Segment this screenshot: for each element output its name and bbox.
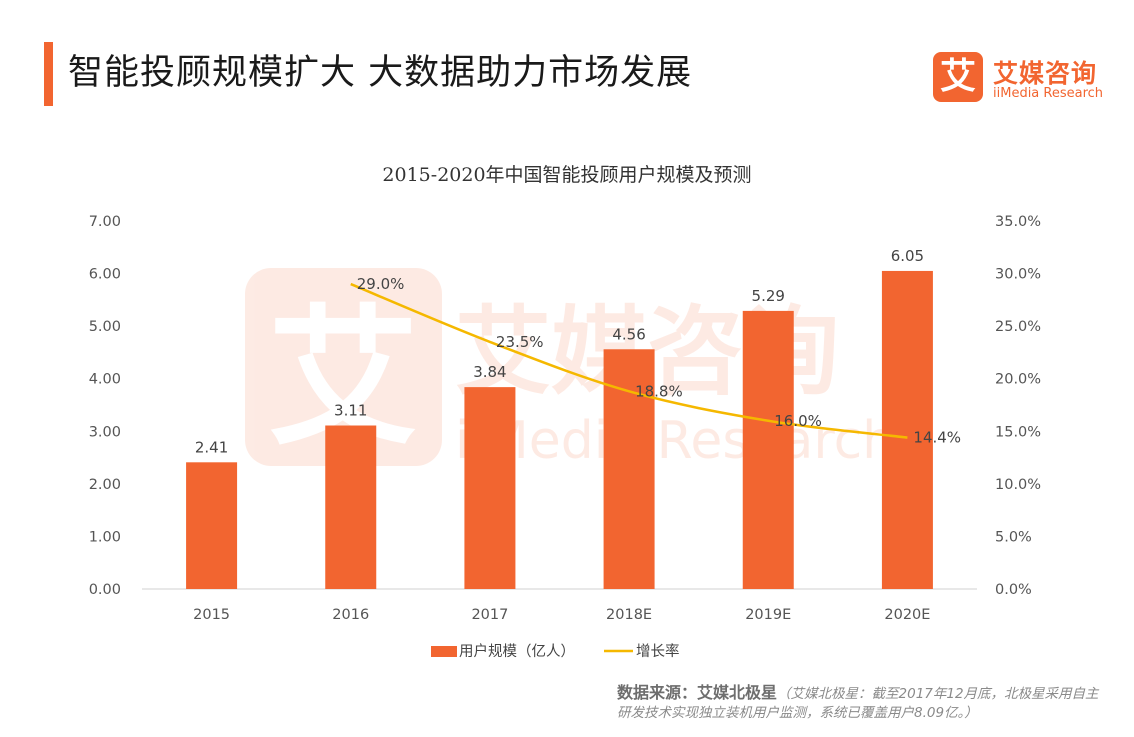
title-accent-bar bbox=[44, 42, 53, 106]
growth-rate-line bbox=[350, 282, 908, 439]
y-left-tick-label: 6.00 bbox=[89, 267, 121, 283]
x-tick-label: 2020E bbox=[884, 607, 930, 623]
bar-series: 2.41 3.11 3.84 4.56 5.29 6.05 bbox=[186, 247, 933, 589]
y-right-tick-label: 0.0% bbox=[995, 582, 1032, 598]
bar-value-label: 3.11 bbox=[334, 402, 367, 420]
source-note: （艾媒北极星：截至2017年12月底，北极星采用自主研发技术实现独立装机用户监测… bbox=[617, 686, 1099, 721]
watermark-box bbox=[245, 268, 442, 466]
page-title: 智能投顾规模扩大 大数据助力市场发展 bbox=[68, 53, 693, 93]
x-tick-label: 2016 bbox=[332, 607, 369, 623]
bar bbox=[603, 349, 655, 589]
legend-bar-swatch bbox=[431, 646, 457, 657]
y-right-tick-label: 10.0% bbox=[995, 477, 1041, 493]
legend-line-label: 增长率 bbox=[636, 643, 680, 660]
logo-name: 艾媒咨询 bbox=[993, 59, 1098, 88]
watermark-subtitle: iiMedia Research bbox=[455, 411, 895, 471]
x-tick-label: 2017 bbox=[471, 607, 508, 623]
bar-value-label: 5.29 bbox=[752, 287, 785, 305]
legend-bar-label: 用户规模（亿人） bbox=[459, 643, 575, 660]
y-left-tick-label: 4.00 bbox=[89, 372, 121, 388]
y-left-tick-label: 2.00 bbox=[89, 477, 121, 493]
bar-value-label: 2.41 bbox=[195, 438, 228, 456]
axes: 0.00 1.00 2.00 3.00 4.00 5.00 6.00 7.00 0.0% 5.0%… bbox=[89, 214, 1041, 623]
y-right-tick-label: 30.0% bbox=[995, 267, 1041, 283]
line-value-label: 18.8% bbox=[635, 382, 683, 400]
y-right-tick-label: 20.0% bbox=[995, 372, 1041, 388]
line-value-label: 14.4% bbox=[913, 429, 961, 447]
logo-mark: 艾 bbox=[933, 52, 983, 102]
y-left-tick-label: 7.00 bbox=[89, 214, 121, 230]
y-left-tick-label: 5.00 bbox=[89, 319, 121, 335]
y-right-tick-label: 15.0% bbox=[995, 424, 1041, 440]
y-left-tick-label: 3.00 bbox=[89, 424, 121, 440]
line-value-label: 29.0% bbox=[357, 275, 405, 293]
line-value-label: 16.0% bbox=[774, 412, 822, 430]
line-value-label: 23.5% bbox=[496, 333, 544, 351]
bar-value-label: 6.05 bbox=[891, 247, 924, 265]
chart-title: 2015-2020年中国智能投顾用户规模及预测 bbox=[382, 164, 752, 186]
x-tick-label: 2019E bbox=[745, 607, 791, 623]
y-left-tick-label: 0.00 bbox=[89, 582, 121, 598]
bar bbox=[881, 270, 933, 589]
legend: 用户规模（亿人） 增长率 bbox=[431, 643, 680, 660]
source-label: 数据来源：艾媒北极星 bbox=[617, 683, 778, 702]
y-right-tick-label: 25.0% bbox=[995, 319, 1041, 335]
data-source: 数据来源：艾媒北极星（艾媒北极星：截至2017年12月底，北极星采用自主研发技术… bbox=[617, 683, 1107, 723]
y-right-tick-label: 35.0% bbox=[995, 214, 1041, 230]
bar bbox=[325, 425, 377, 589]
bar bbox=[742, 310, 794, 589]
x-tick-label: 2018E bbox=[606, 607, 652, 623]
y-right-tick-label: 5.0% bbox=[995, 529, 1032, 545]
x-tick-label: 2015 bbox=[193, 607, 230, 623]
logo-subtitle: iiMedia Research bbox=[993, 86, 1104, 101]
bar bbox=[186, 462, 238, 589]
bar-value-label: 4.56 bbox=[612, 325, 645, 343]
line-series: 29.0% 23.5% 18.8% 16.0% 14.4% bbox=[350, 275, 961, 447]
bar-value-label: 3.84 bbox=[473, 363, 506, 381]
y-left-tick-label: 1.00 bbox=[89, 529, 121, 545]
bar bbox=[464, 387, 516, 589]
